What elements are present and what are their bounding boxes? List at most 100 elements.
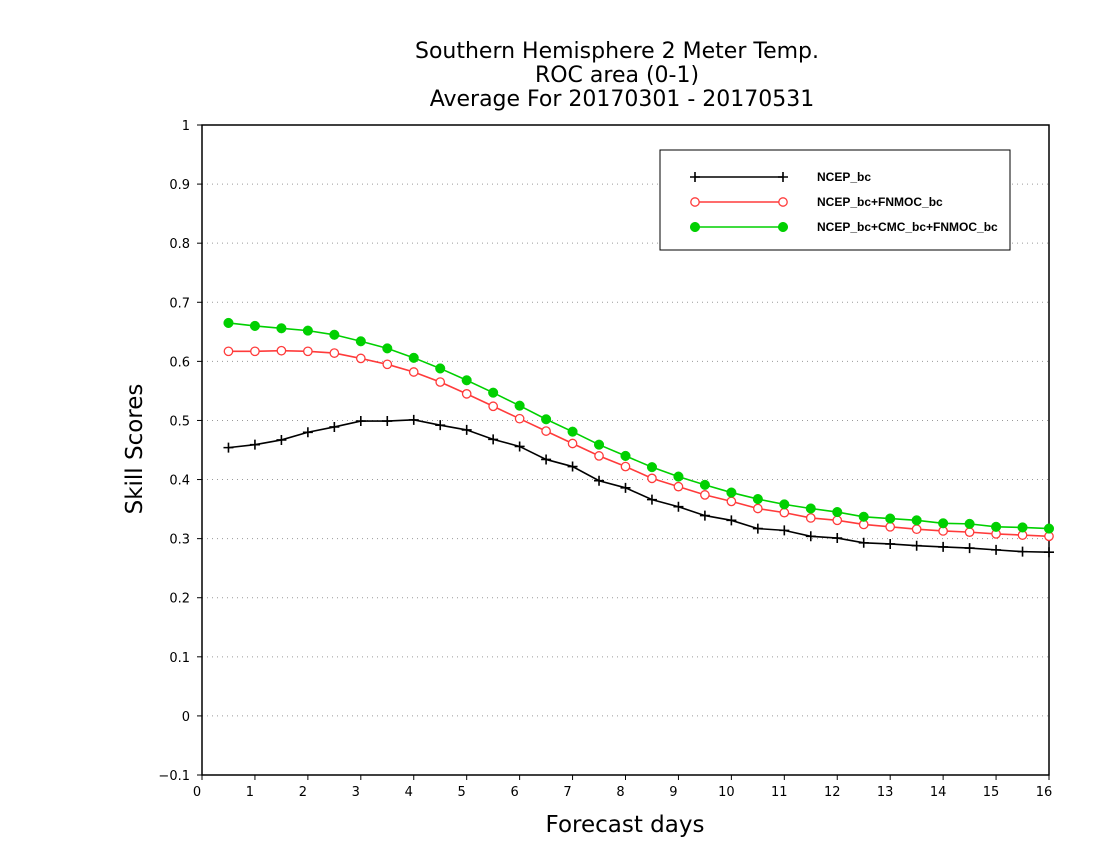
data-point — [885, 538, 896, 549]
data-point — [355, 353, 366, 364]
data-point — [329, 421, 340, 432]
data-point — [858, 537, 869, 548]
data-point — [911, 524, 922, 535]
series-line — [228, 349, 1050, 538]
data-point — [461, 424, 472, 435]
y-tick-label: 1 — [182, 119, 190, 134]
data-point — [699, 479, 710, 490]
x-tick-label: 3 — [352, 785, 360, 800]
data-point — [408, 367, 419, 377]
x-tick-label: 11 — [771, 785, 788, 800]
data-point — [594, 451, 604, 461]
data-point — [461, 375, 472, 386]
data-point — [1043, 523, 1055, 534]
data-point — [832, 506, 843, 518]
x-tick-label: 10 — [718, 785, 735, 800]
data-point — [620, 450, 631, 461]
data-point — [726, 487, 737, 498]
legend-label: NCEP_bc+FNMOC_bc — [817, 195, 943, 209]
x-tick-label: 4 — [405, 785, 413, 800]
x-tick-label: 7 — [563, 785, 571, 800]
data-point — [1017, 546, 1028, 557]
data-point — [303, 346, 313, 357]
x-tick-label: 5 — [458, 785, 466, 800]
series-line — [228, 419, 1050, 554]
legend-marker — [690, 172, 700, 182]
data-point — [805, 531, 816, 542]
data-point — [276, 323, 287, 334]
data-point — [382, 343, 393, 354]
data-point — [382, 416, 393, 427]
data-point — [593, 439, 605, 450]
data-point — [938, 541, 949, 552]
data-point — [885, 521, 896, 532]
y-tick-label: 0.8 — [169, 237, 190, 252]
data-point — [911, 515, 922, 526]
x-tick-label: 9 — [669, 785, 677, 800]
data-point — [488, 434, 499, 445]
data-point — [514, 441, 525, 452]
data-point — [355, 336, 366, 347]
y-tick-label: 0.7 — [169, 296, 190, 311]
data-point — [964, 527, 975, 537]
data-point — [673, 471, 684, 482]
data-point — [1017, 522, 1028, 533]
legend: NCEP_bc NCEP_bc+FNMOC_bc NCEP_bc+CMC_bc+FN… — [659, 149, 1011, 251]
data-point — [223, 346, 234, 357]
x-tick-label: 2 — [299, 785, 307, 800]
x-tick-label: 0 — [193, 785, 201, 800]
x-tick-label: 6 — [510, 785, 518, 800]
data-point — [779, 507, 790, 518]
data-point — [594, 475, 605, 486]
data-point — [699, 510, 710, 521]
y-tick-label: 0.9 — [169, 178, 190, 193]
data-point — [302, 427, 313, 438]
legend-item: NCEP_bc+CMC_bc+FNMOC_bc — [689, 220, 998, 234]
series-2 — [223, 345, 1054, 542]
data-point — [647, 473, 657, 484]
legend-items: NCEP_bc NCEP_bc+FNMOC_bc NCEP_bc+CMC_bc+FN… — [689, 170, 998, 234]
data-point — [726, 496, 737, 507]
axis-ticks: −0.100.10.20.30.40.50.60.70.80.910 1 2 3 4 5 6… — [158, 119, 1052, 800]
data-point — [382, 359, 393, 370]
data-point — [355, 416, 366, 427]
data-point — [646, 462, 658, 473]
y-tick-label: 0.2 — [169, 592, 190, 607]
data-point — [567, 426, 578, 437]
data-point — [964, 543, 975, 554]
data-point — [700, 490, 710, 500]
data-point — [541, 414, 552, 425]
x-tick-label: 1 — [246, 785, 254, 800]
data-point — [832, 515, 843, 526]
legend-label: NCEP_bc+CMC_bc+FNMOC_bc — [817, 220, 998, 234]
data-point — [1044, 547, 1054, 558]
data-point — [435, 377, 446, 387]
y-tick-label: 0.5 — [169, 414, 190, 429]
series-3 — [223, 317, 1055, 534]
legend-item: NCEP_bc — [690, 170, 871, 184]
data-point — [488, 387, 499, 398]
data-point — [223, 317, 234, 329]
y-tick-label: 0.3 — [169, 533, 190, 548]
data-point — [276, 345, 287, 356]
data-point — [276, 434, 287, 445]
chart-title-line-2: ROC area (0-1) — [535, 63, 699, 88]
data-point — [408, 352, 419, 363]
data-point — [514, 413, 525, 424]
data-point — [541, 454, 552, 465]
data-point — [779, 525, 790, 536]
data-point — [805, 503, 816, 514]
x-tick-label: 8 — [616, 785, 624, 800]
data-point — [752, 523, 763, 534]
legend-marker — [778, 172, 788, 182]
y-tick-label: 0 — [182, 710, 190, 725]
y-tick-label: 0.4 — [169, 474, 190, 489]
data-point — [329, 329, 340, 340]
data-point — [329, 348, 340, 358]
data-point — [435, 363, 446, 374]
data-point — [779, 499, 790, 510]
x-tick-label: 12 — [824, 785, 841, 800]
data-point — [461, 389, 472, 399]
legend-marker — [778, 197, 788, 207]
